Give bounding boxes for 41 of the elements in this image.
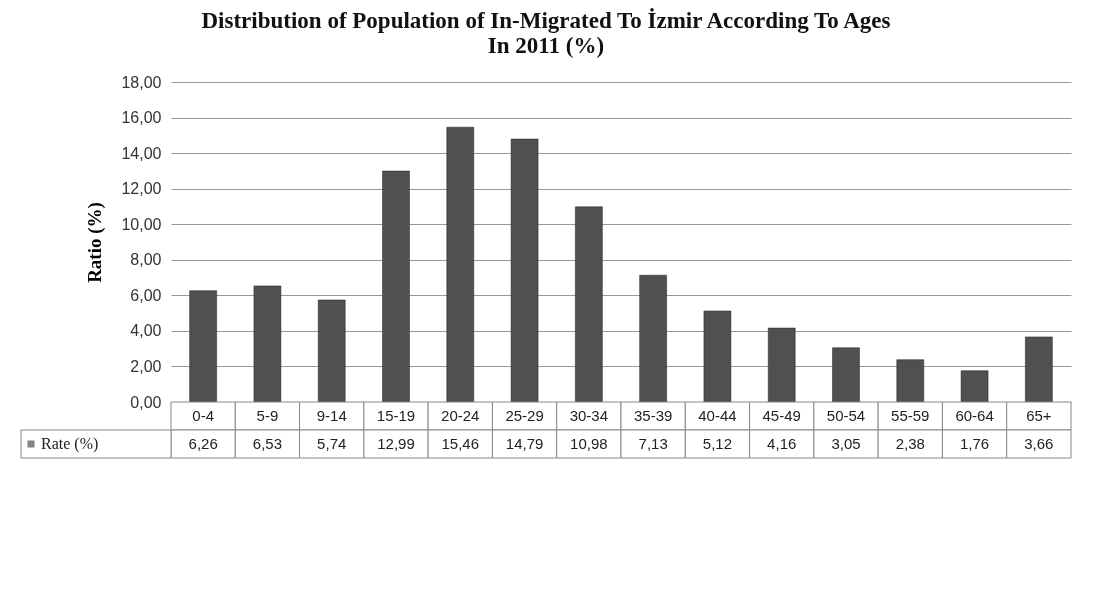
x-tick-label: 35-39 xyxy=(633,407,673,424)
data-label: 5,74 xyxy=(317,435,347,452)
data-label: 2,38 xyxy=(895,435,925,452)
y-tick-label: 10,00 xyxy=(121,215,162,233)
data-label: 3,05 xyxy=(831,435,861,452)
data-label: 6,53 xyxy=(252,435,283,452)
y-axis-title: Ratio (%) xyxy=(84,202,107,283)
data-label: 15,46 xyxy=(441,435,480,452)
y-tick-label: 12,00 xyxy=(121,180,162,198)
x-tick-label: 40-44 xyxy=(698,407,737,424)
y-tick-label: 14,00 xyxy=(121,144,162,162)
chart-title: Distribution of Population of In-Migrated To İzmir According To Ages In 2011 (%) xyxy=(201,8,891,58)
y-tick-label: 18,00 xyxy=(121,73,162,91)
x-tick-label: 45-49 xyxy=(762,407,801,424)
data-label: 1,76 xyxy=(959,435,990,452)
y-tick-label: 16,00 xyxy=(121,109,162,127)
x-tick-label: 5-9 xyxy=(256,407,279,424)
x-tick-label: 60-64 xyxy=(955,407,994,424)
data-label: 12,99 xyxy=(377,435,415,452)
x-tick-label: 25-29 xyxy=(505,407,544,424)
x-tick-label: 55-59 xyxy=(891,407,930,424)
data-label: 5,12 xyxy=(702,435,733,452)
y-tick-label: 0,00 xyxy=(130,393,162,411)
y-tick-label: 2,00 xyxy=(130,357,162,375)
x-tick-label: 15-19 xyxy=(376,407,416,424)
data-label: 3,66 xyxy=(1024,435,1054,452)
x-tick-label: 65+ xyxy=(1026,407,1052,424)
data-label: 10,98 xyxy=(570,435,608,452)
data-label: 6,26 xyxy=(188,435,218,452)
legend-label: Rate (%) xyxy=(41,435,99,453)
y-tick-label: 8,00 xyxy=(130,251,162,269)
x-tick-label: 20-24 xyxy=(441,407,480,424)
y-tick-label: 4,00 xyxy=(130,322,162,340)
x-tick-label: 9-14 xyxy=(316,407,347,424)
data-label: 7,13 xyxy=(638,435,668,452)
x-tick-label: 50-54 xyxy=(826,407,866,424)
x-tick-label: 30-34 xyxy=(569,407,609,424)
x-tick-label: 0-4 xyxy=(192,407,214,424)
data-label: 14,79 xyxy=(505,435,544,452)
y-tick-label: 6,00 xyxy=(130,286,162,304)
data-label: 4,16 xyxy=(767,435,797,452)
